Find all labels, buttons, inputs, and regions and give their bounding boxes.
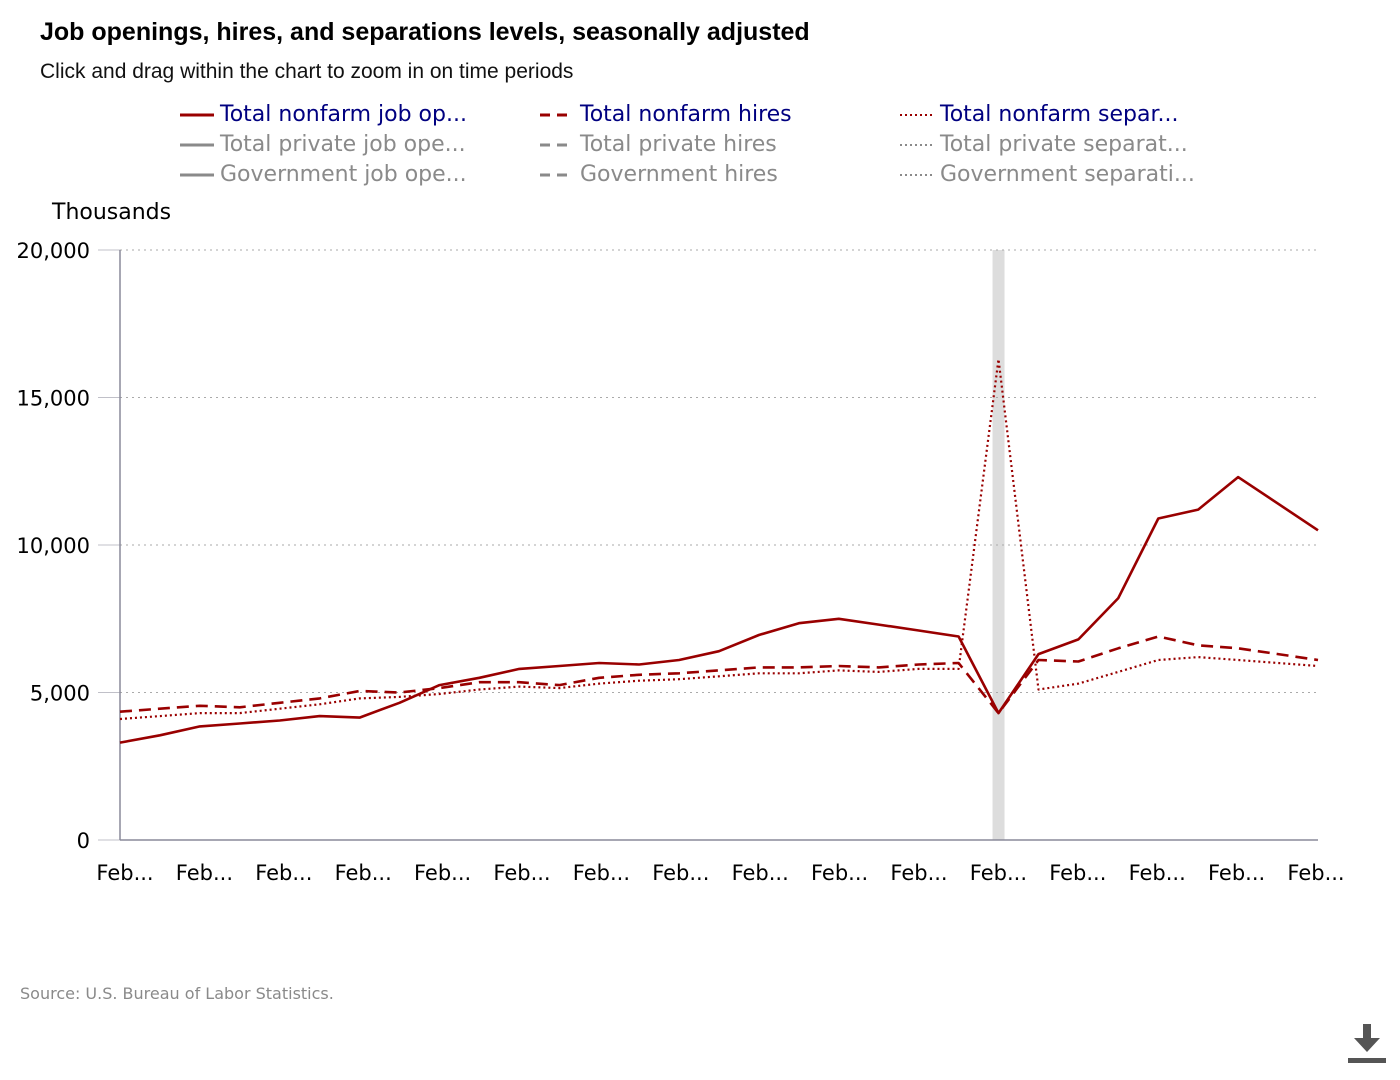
legend-swatch: [180, 173, 214, 176]
x-tick-label: Feb...: [493, 861, 550, 885]
legend-label: Government job ope...: [220, 162, 467, 187]
y-tick-label: 10,000: [17, 534, 90, 558]
legend-swatch: [540, 143, 574, 146]
legend-item[interactable]: Total nonfarm job op...: [180, 102, 540, 127]
legend-swatch: [900, 113, 934, 116]
download-icon: [1348, 1024, 1386, 1063]
download-button[interactable]: [1346, 1020, 1388, 1070]
legend-swatch: [900, 173, 934, 176]
chart-legend: Total nonfarm job op... Total nonfarm hir…: [180, 102, 1240, 187]
x-tick-label: Feb...: [652, 861, 709, 885]
legend-item[interactable]: Government job ope...: [180, 162, 540, 187]
legend-item[interactable]: Total private job ope...: [180, 132, 540, 157]
legend-swatch: [900, 143, 934, 146]
x-tick-label: Feb...: [255, 861, 312, 885]
x-tick-label: Feb...: [732, 861, 789, 885]
line-chart[interactable]: 0 5,000 10,000 15,000 20,000 Thousands Feb... F…: [0, 0, 1400, 960]
x-tick-label: Feb...: [414, 861, 471, 885]
x-tick-label: Feb...: [176, 861, 233, 885]
x-tick-label: Feb...: [890, 861, 947, 885]
y-tick-label: 5,000: [30, 682, 90, 706]
legend-swatch: [540, 173, 574, 176]
x-tick-label: Feb...: [1129, 861, 1186, 885]
x-tick-label: Feb...: [96, 861, 153, 885]
legend-item[interactable]: Total nonfarm separ...: [900, 102, 1240, 127]
legend-swatch: [180, 143, 214, 146]
y-axis-label: Thousands: [51, 200, 171, 225]
legend-label: Total private job ope...: [220, 132, 466, 157]
recession-band: [992, 250, 1005, 840]
x-tick-label: Feb...: [811, 861, 868, 885]
x-tick-label: Feb...: [1287, 861, 1344, 885]
legend-swatch: [540, 113, 574, 116]
legend-label: Total private hires: [580, 132, 777, 157]
x-tick-label: Feb...: [573, 861, 630, 885]
legend-item[interactable]: Government hires: [540, 162, 900, 187]
series-line-3: [119, 358, 1319, 721]
y-tick-label: 20,000: [17, 239, 90, 263]
y-tick-label: 15,000: [17, 387, 90, 411]
legend-label: Total nonfarm job op...: [220, 102, 467, 127]
series-line-2: [119, 635, 1319, 715]
source-note: Source: U.S. Bureau of Labor Statistics.: [20, 984, 334, 1003]
legend-label: Total nonfarm separ...: [940, 102, 1179, 127]
x-tick-label: Feb...: [1049, 861, 1106, 885]
legend-item[interactable]: Total private hires: [540, 132, 900, 157]
x-tick-label: Feb...: [335, 861, 392, 885]
legend-label: Total nonfarm hires: [580, 102, 792, 127]
legend-label: Government separati...: [940, 162, 1195, 187]
series-line-1: [119, 475, 1319, 744]
chart-subtitle: Click and drag within the chart to zoom …: [40, 60, 574, 83]
chart-title: Job openings, hires, and separations lev…: [40, 18, 810, 46]
y-tick-label: 0: [77, 829, 90, 853]
legend-item[interactable]: Government separati...: [900, 162, 1240, 187]
legend-label: Government hires: [580, 162, 778, 187]
legend-label: Total private separat...: [940, 132, 1188, 157]
x-tick-label: Feb...: [970, 861, 1027, 885]
x-tick-label: Feb...: [1208, 861, 1265, 885]
legend-swatch: [180, 113, 214, 116]
legend-item[interactable]: Total nonfarm hires: [540, 102, 900, 127]
legend-item[interactable]: Total private separat...: [900, 132, 1240, 157]
